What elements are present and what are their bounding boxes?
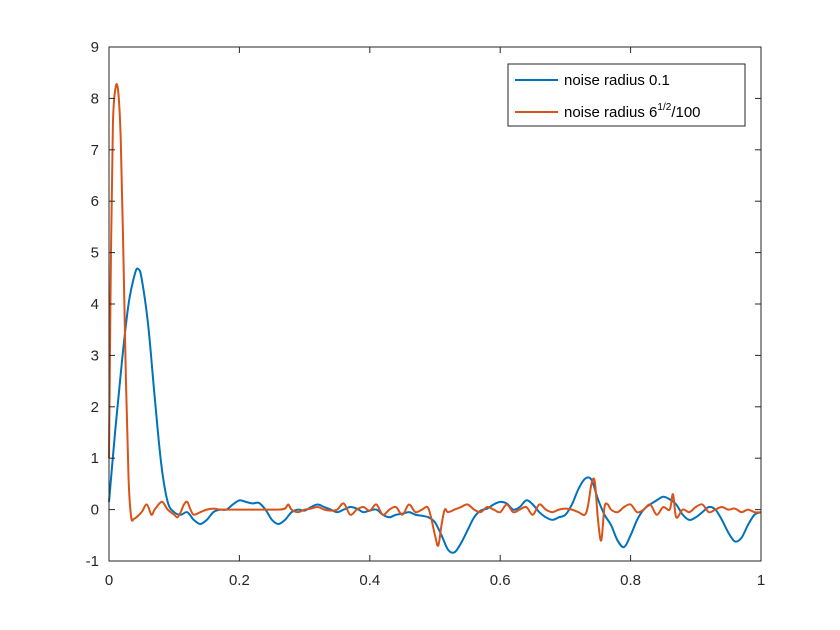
plot-area-border: [108, 46, 762, 562]
y-tick-label: 1: [91, 450, 99, 467]
y-tick-label: 8: [91, 90, 99, 107]
legend-label-series-2: noise radius 61/2/100: [564, 102, 701, 121]
y-tick-label: 0: [91, 502, 99, 519]
y-tick-label: 9: [91, 39, 99, 56]
series-line-2: [108, 83, 762, 547]
legend-box: [507, 63, 746, 127]
y-tick-label: 5: [91, 245, 99, 262]
legend-label-series-1: noise radius 0.1: [564, 72, 670, 89]
y-tick-label: 4: [91, 296, 99, 313]
x-axis-ticks: 0 0.2 0.4 0.6 0.8 1: [105, 47, 765, 589]
y-tick-label: 6: [91, 193, 99, 210]
y-axis-ticks: -1 0 1 2 3 4 5 6 7 8 9: [86, 39, 761, 570]
y-tick-label: -1: [86, 553, 99, 570]
x-tick-label: 0.6: [490, 572, 511, 589]
legend: noise radius 0.1 noise radius 61/2/100: [507, 63, 746, 127]
y-tick-label: 7: [91, 142, 99, 159]
x-tick-label: 0.4: [359, 572, 380, 589]
y-tick-label: 3: [91, 347, 99, 364]
x-tick-label: 0: [105, 572, 113, 589]
x-tick-label: 0.2: [229, 572, 250, 589]
series-layer: [108, 83, 762, 554]
x-tick-label: 1: [757, 572, 765, 589]
x-tick-label: 0.8: [620, 572, 641, 589]
y-tick-label: 2: [91, 399, 99, 416]
plot-area-background: [109, 47, 761, 561]
